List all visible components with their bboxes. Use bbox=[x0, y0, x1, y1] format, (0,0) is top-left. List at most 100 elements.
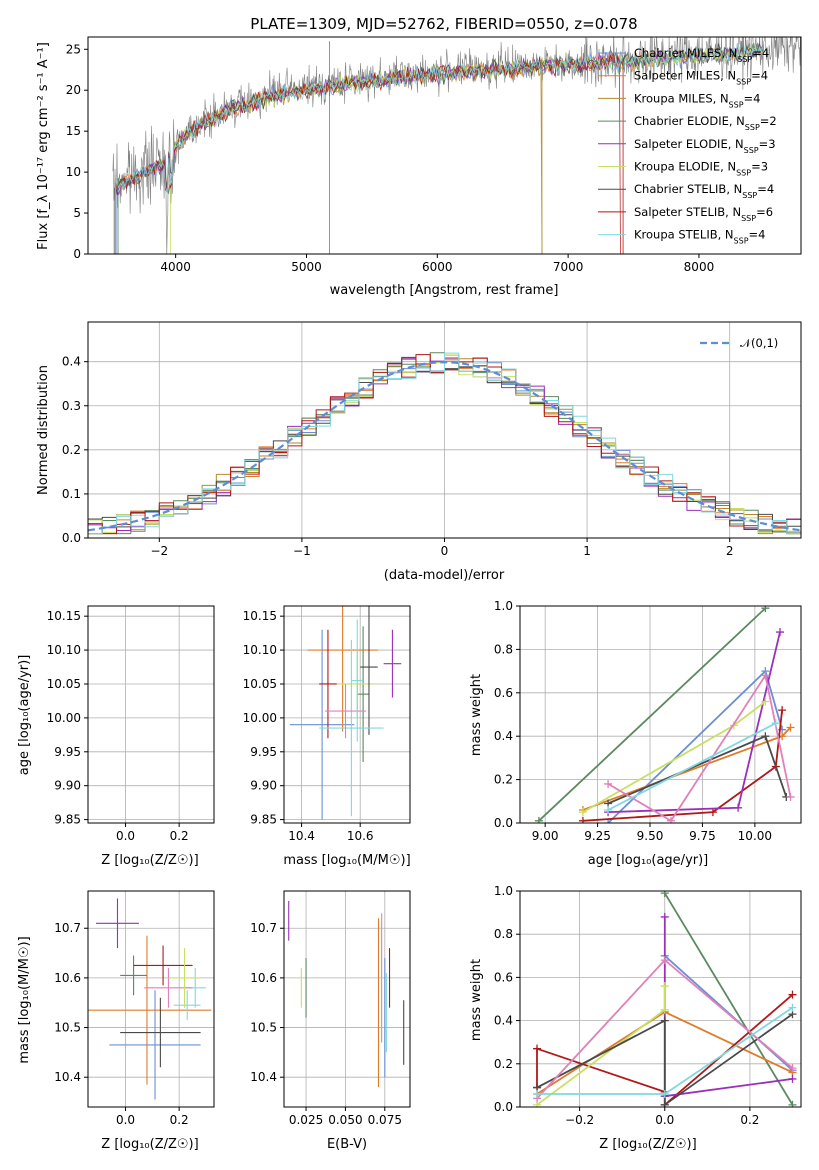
weight-series-line-0 bbox=[538, 607, 767, 822]
spectrum-panel: PLATE=1309, MJD=52762, FIBERID=0550, z=0… bbox=[36, 15, 802, 298]
y-tick-label-3: 0.6 bbox=[494, 686, 513, 700]
weight-point-8-1 bbox=[660, 1090, 669, 1099]
y-tick-label-1: 9.90 bbox=[250, 779, 277, 793]
plot-frame bbox=[519, 605, 802, 824]
x-tick-label-4: 8000 bbox=[684, 260, 715, 274]
mwAge-ylabel: mass weight bbox=[469, 674, 484, 756]
mass-weight-vs-age-panel: age [log₁₀(age/yr)] mass weight 9.00 9.25… bbox=[469, 599, 802, 868]
weight-series-line-8 bbox=[607, 722, 777, 811]
y-tick-label-3: 10.00 bbox=[47, 711, 81, 725]
y-tick-label-5: 25 bbox=[66, 42, 81, 56]
x-tick-label-0: 0.0 bbox=[116, 829, 135, 843]
y-tick-label-0: 0.0 bbox=[494, 816, 513, 830]
plot-area bbox=[533, 891, 797, 1107]
weight-point-7-0 bbox=[604, 779, 613, 788]
spectrum-xlabel: wavelength [Angstrom, rest frame] bbox=[330, 283, 559, 298]
weight-point-8-0 bbox=[604, 805, 613, 814]
weight-series-line-0 bbox=[664, 892, 794, 1106]
weight-point-7-1 bbox=[666, 816, 675, 823]
legend-entry-8: Kroupa STELIB, NSSP=4 bbox=[634, 228, 765, 246]
weight-point-6-2 bbox=[660, 1100, 669, 1107]
legend-entry-normal: 𝒩(0,1) bbox=[740, 336, 778, 350]
x-tick-label-0: −0.2 bbox=[565, 1113, 594, 1127]
y-tick-label-2: 10.6 bbox=[54, 971, 81, 985]
y-tick-label-4: 10.05 bbox=[47, 677, 81, 691]
legend-entry-2: Kroupa MILES, NSSP=4 bbox=[634, 91, 760, 109]
weight-point-0-0 bbox=[534, 816, 543, 823]
y-tick-label-0: 9.85 bbox=[54, 813, 81, 827]
y-tick-label-5: 10.10 bbox=[243, 643, 277, 657]
y-tick-label-3: 10.7 bbox=[54, 921, 81, 935]
y-tick-label-0: 0.0 bbox=[494, 1100, 513, 1114]
y-tick-label-2: 10.6 bbox=[250, 971, 277, 985]
y-tick-label-2: 9.95 bbox=[250, 745, 277, 759]
y-tick-label-3: 10.00 bbox=[243, 711, 277, 725]
residual-histogram-panel: (data-model)/error Normed distribution −… bbox=[36, 321, 802, 583]
x-tick-label-2: 6000 bbox=[422, 260, 453, 274]
weight-series-line-5 bbox=[536, 986, 666, 1106]
plot-frame bbox=[87, 321, 802, 539]
plot-frame bbox=[87, 605, 215, 824]
age-vs-Z-panel: Z [log₁₀(Z/Z☉)] age [log₁₀(age/yr)] 0.0 0… bbox=[17, 605, 215, 868]
x-tick-label-0: −2 bbox=[150, 544, 168, 558]
plot-frame bbox=[87, 890, 215, 1108]
weight-series-line-7 bbox=[607, 673, 792, 823]
massE-xlabel: E(B-V) bbox=[327, 1137, 367, 1152]
x-tick-label-0: 0.0 bbox=[116, 1113, 135, 1127]
x-tick-label-1: 0.2 bbox=[170, 829, 189, 843]
y-tick-label-0: 9.85 bbox=[250, 813, 277, 827]
plot-frame bbox=[283, 890, 411, 1108]
x-tick-label-1: 9.25 bbox=[584, 829, 611, 843]
y-tick-label-4: 0.8 bbox=[494, 927, 513, 941]
y-tick-label-4: 10.05 bbox=[243, 677, 277, 691]
y-tick-label-0: 10.4 bbox=[250, 1070, 277, 1084]
x-tick-label-1: −1 bbox=[293, 544, 311, 558]
weight-point-6-1 bbox=[660, 1016, 669, 1025]
y-tick-label-2: 0.2 bbox=[62, 443, 81, 457]
weight-point-0-0 bbox=[660, 891, 669, 898]
y-tick-label-4: 0.4 bbox=[62, 355, 81, 369]
mass-vs-Z-panel: Z [log₁₀(Z/Z☉)] mass [log₁₀(M/M☉)] 0.0 0.… bbox=[17, 890, 215, 1152]
x-tick-label-2: 0.075 bbox=[368, 1113, 402, 1127]
plot-frame bbox=[519, 890, 802, 1108]
x-tick-label-0: 0.025 bbox=[289, 1113, 323, 1127]
spectrum-title: PLATE=1309, MJD=52762, FIBERID=0550, z=0… bbox=[250, 15, 637, 33]
weight-point-7-3 bbox=[786, 792, 795, 801]
weight-point-6-1 bbox=[761, 732, 770, 741]
x-tick-label-4: 2 bbox=[726, 544, 734, 558]
legend-entry-5: Kroupa ELODIE, NSSP=3 bbox=[634, 160, 768, 178]
x-tick-label-2: 0.2 bbox=[740, 1113, 759, 1127]
plot-area bbox=[88, 898, 212, 1100]
y-tick-label-3: 15 bbox=[66, 124, 81, 138]
x-tick-label-0: 9.00 bbox=[532, 829, 559, 843]
weight-point-2-2 bbox=[786, 723, 795, 732]
legend-entry-0: Chabrier MILES, NSSP=4 bbox=[634, 46, 769, 64]
plot-frame bbox=[87, 36, 802, 255]
x-tick-label-4: 10.00 bbox=[738, 829, 772, 843]
weight-point-5-2 bbox=[761, 697, 770, 706]
y-tick-label-0: 10.4 bbox=[54, 1070, 81, 1084]
y-tick-label-4: 0.8 bbox=[494, 642, 513, 656]
y-tick-label-0: 0 bbox=[73, 247, 81, 261]
weight-point-8-1 bbox=[771, 719, 780, 728]
plot-area bbox=[112, 37, 801, 254]
weight-point-7-1 bbox=[660, 956, 669, 965]
y-tick-label-1: 0.2 bbox=[494, 773, 513, 787]
weight-point-4-0 bbox=[660, 912, 669, 921]
x-tick-label-1: 0.050 bbox=[328, 1113, 362, 1127]
normal-curve-line bbox=[88, 361, 801, 532]
x-tick-label-1: 10.6 bbox=[347, 829, 374, 843]
y-tick-label-3: 0.6 bbox=[494, 970, 513, 984]
y-tick-label-5: 1.0 bbox=[494, 599, 513, 613]
y-tick-label-0: 0.0 bbox=[62, 531, 81, 545]
y-tick-label-2: 0.4 bbox=[494, 1014, 513, 1028]
y-tick-label-3: 0.3 bbox=[62, 399, 81, 413]
x-tick-label-3: 7000 bbox=[553, 260, 584, 274]
weight-series-line-6 bbox=[536, 1013, 794, 1107]
model-spectrum-line-7 bbox=[115, 52, 621, 254]
weight-point-5-1 bbox=[660, 1005, 669, 1014]
y-tick-label-4: 20 bbox=[66, 83, 81, 97]
y-tick-label-2: 10 bbox=[66, 165, 81, 179]
y-tick-label-6: 10.15 bbox=[47, 609, 81, 623]
